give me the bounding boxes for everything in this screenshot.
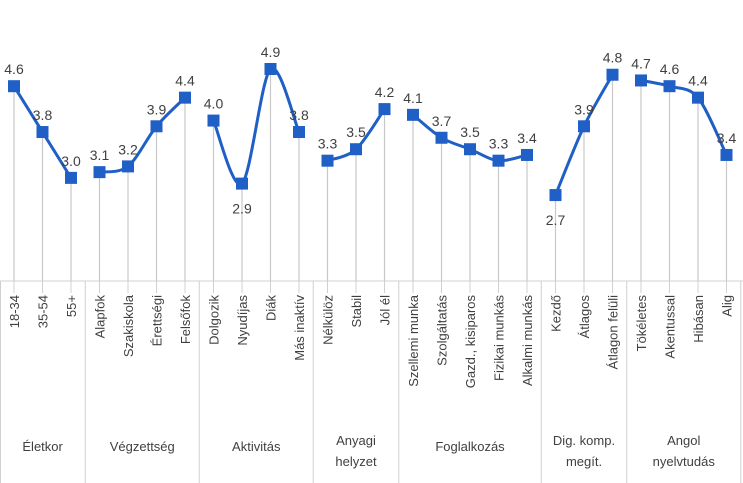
data-point-marker — [36, 126, 49, 139]
data-point-marker — [663, 80, 676, 93]
group-label: Aktivitás — [232, 439, 281, 454]
data-label: 3.1 — [90, 147, 110, 163]
group-label: Életkor — [22, 439, 63, 454]
series-line — [639, 78, 728, 157]
data-point-marker — [236, 177, 248, 190]
category-label: Átlagos — [577, 295, 592, 339]
data-point-marker — [692, 91, 704, 104]
category-label: Jól él — [378, 295, 393, 325]
data-label: 4.7 — [631, 55, 651, 71]
data-point-marker — [65, 171, 77, 184]
group-label: helyzet — [335, 454, 377, 469]
category-label: 18-34 — [7, 295, 22, 328]
data-label: 3.3 — [489, 136, 509, 152]
category-label: Nélkülöz — [321, 295, 336, 345]
data-point-marker — [549, 189, 562, 202]
data-point-marker — [578, 120, 590, 133]
data-label: 2.7 — [546, 212, 566, 228]
category-label: Felsőfok — [178, 295, 193, 345]
data-label: 3.5 — [460, 124, 480, 140]
series-line — [212, 66, 301, 186]
data-point-marker — [122, 160, 134, 173]
drop-lines — [13, 69, 728, 281]
data-point-marker — [720, 148, 733, 161]
category-label: Szakiskola — [121, 294, 136, 357]
category-label: Kezdő — [549, 295, 564, 332]
data-point-marker — [407, 108, 419, 121]
series-line — [98, 96, 187, 174]
data-point-marker — [435, 131, 448, 144]
data-label: 3.4 — [517, 130, 537, 146]
data-point-marker — [492, 154, 505, 167]
category-label: Nyudíjas — [235, 295, 250, 346]
data-label: 4.9 — [261, 44, 281, 60]
data-label: 3.8 — [289, 107, 309, 123]
data-label: 4.4 — [175, 73, 195, 89]
data-label: 4.1 — [403, 90, 423, 106]
data-label: 3.3 — [318, 136, 338, 152]
data-label: 3.0 — [61, 153, 81, 169]
data-label: 4.0 — [204, 96, 224, 112]
category-label: Alig — [720, 295, 735, 317]
data-label: 3.8 — [33, 107, 53, 123]
series-lines — [12, 66, 728, 197]
data-label: 3.2 — [118, 141, 138, 157]
data-point-marker — [150, 120, 163, 133]
category-label: Akentussal — [663, 295, 678, 359]
category-label: Hibásan — [691, 295, 706, 343]
data-point-marker — [264, 63, 277, 75]
category-label: Diák — [264, 295, 279, 322]
category-label: Gazd., kisiparos — [463, 295, 478, 389]
data-point-marker — [8, 80, 20, 93]
group-label: Végzettség — [110, 439, 175, 454]
category-label: Tökéletes — [634, 295, 649, 352]
category-label: Érettségi — [150, 295, 165, 346]
category-labels: 18-34 35-54 55+ Alapfok Szakiskola Érettségi F… — [7, 294, 735, 388]
data-label: 4.8 — [603, 50, 623, 66]
data-point-marker — [521, 148, 533, 161]
category-label: Más inaktív — [292, 295, 307, 361]
series-markers — [8, 63, 733, 202]
data-label: 3.9 — [574, 101, 594, 117]
data-point-marker — [378, 103, 391, 116]
data-point-marker — [464, 143, 476, 156]
category-axis — [0, 280, 743, 483]
category-label: Alkalmi munkás — [520, 295, 535, 387]
category-label: Fizikai munkás — [492, 295, 507, 381]
group-label: nyelvtudás — [653, 454, 716, 469]
category-label: 55+ — [64, 295, 79, 317]
data-label: 2.9 — [232, 201, 252, 217]
data-label: 4.6 — [4, 61, 24, 77]
category-label: Átlagon felüli — [606, 295, 621, 370]
group-label: Foglalkozás — [435, 439, 505, 454]
data-label: 4.4 — [688, 73, 708, 89]
data-label: 3.7 — [432, 113, 452, 129]
data-label: 3.5 — [346, 124, 366, 140]
data-labels: 4.6 3.8 3.0 3.1 3.2 3.9 4.4 4.0 2.9 4.9 3.8 3.3 3.5 4… — [4, 44, 736, 228]
data-label: 3.4 — [717, 130, 737, 146]
category-label: Szolgáltatás — [435, 295, 450, 366]
data-point-marker — [635, 74, 647, 87]
data-point-marker — [321, 154, 334, 167]
data-label: 4.6 — [660, 61, 680, 77]
group-labels: Életkor Végzettség Aktivitás Anyagi helyzet F… — [22, 433, 715, 469]
group-label: Dig. komp. — [553, 433, 615, 448]
data-label: 4.2 — [375, 84, 395, 100]
data-point-marker — [207, 114, 220, 127]
category-label: Alapfok — [93, 295, 108, 339]
data-point-marker — [350, 143, 362, 156]
group-label: megít. — [566, 454, 602, 469]
data-point-marker — [606, 68, 619, 81]
data-point-marker — [179, 91, 191, 104]
group-label: Anyagi — [336, 433, 376, 448]
category-label: 35-54 — [36, 295, 51, 328]
data-label: 3.9 — [147, 101, 167, 117]
category-label: Stabil — [349, 295, 364, 328]
data-point-marker — [93, 166, 106, 179]
group-label: Angol — [667, 433, 700, 448]
category-label: Dolgozik — [207, 295, 222, 345]
category-label: Szellemi munka — [406, 294, 421, 387]
data-point-marker — [293, 126, 305, 139]
